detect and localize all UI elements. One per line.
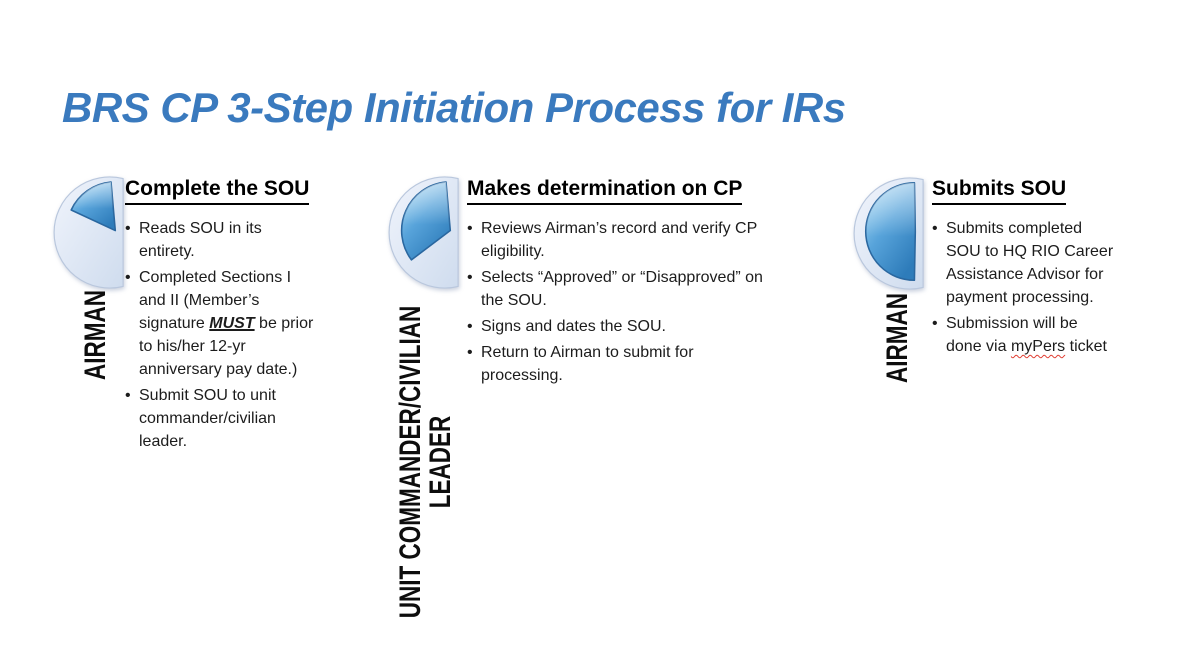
- step-heading: Submits SOU: [932, 177, 1067, 205]
- bullet-item: Reviews Airman’s record and verify CP el…: [467, 217, 763, 263]
- bullet-item: Return to Airman to submit for processin…: [467, 341, 763, 387]
- step-bullets: Reviews Airman’s record and verify CP el…: [467, 217, 763, 390]
- step-bullets: Submits completed SOU to HQ RIO Career A…: [932, 217, 1117, 361]
- role-label: AIRMAN: [79, 290, 112, 380]
- pie-progress-3-icon: [851, 176, 927, 291]
- bullet-item: Signs and dates the SOU.: [467, 315, 763, 338]
- role-label: AIRMAN: [881, 293, 914, 383]
- bullet-item: Submit SOU to unit commander/civilian le…: [125, 384, 317, 453]
- role-label: UNIT COMMANDER/CIVILIAN LEADER: [394, 305, 457, 619]
- step-bullets: Reads SOU in its entirety.Completed Sect…: [125, 217, 317, 456]
- pie-progress-1-icon: [51, 175, 127, 290]
- pie-progress-2-icon: [386, 175, 462, 290]
- page-title: BRS CP 3-Step Initiation Process for IRs: [62, 84, 846, 132]
- bullet-item: Submission will be done via myPers ticke…: [932, 312, 1117, 358]
- bullet-item: Submits completed SOU to HQ RIO Career A…: [932, 217, 1117, 309]
- step-heading: Complete the SOU: [125, 177, 310, 205]
- bullet-item: Completed Sections I and II (Member’s si…: [125, 266, 317, 381]
- bullet-item: Reads SOU in its entirety.: [125, 217, 317, 263]
- step-heading: Makes determination on CP: [467, 177, 743, 205]
- bullet-item: Selects “Approved” or “Disapproved” on t…: [467, 266, 763, 312]
